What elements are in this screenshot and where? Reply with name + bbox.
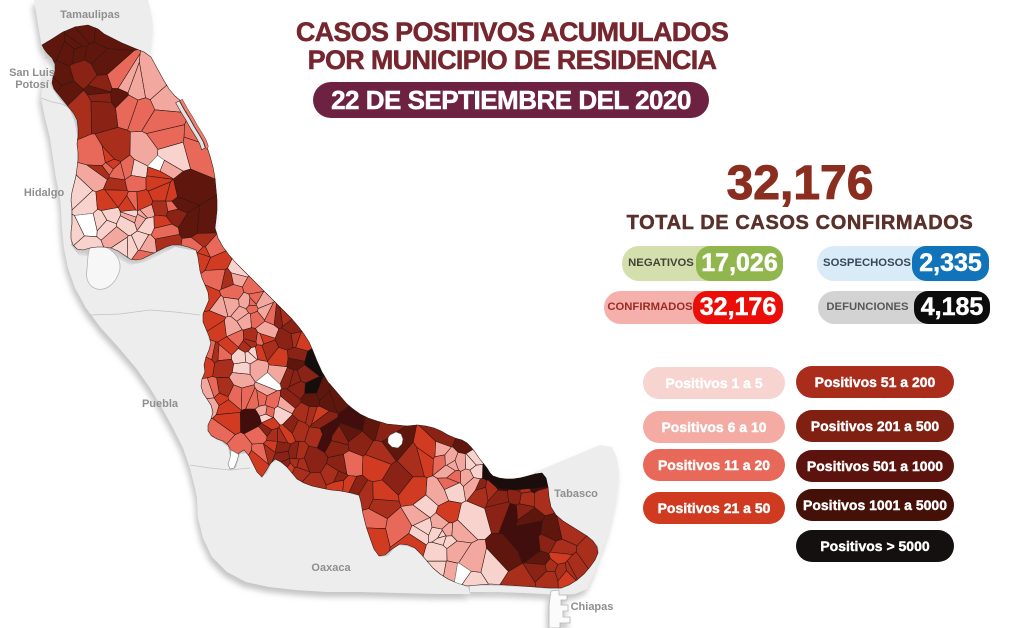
svg-text:San Luis: San Luis (9, 67, 55, 79)
svg-text:Chiapas: Chiapas (571, 601, 614, 613)
svg-text:Tabasco: Tabasco (554, 488, 598, 500)
svg-text:Oaxaca: Oaxaca (311, 562, 351, 574)
svg-text:Tamaulipas: Tamaulipas (60, 9, 120, 21)
svg-text:Hidalgo: Hidalgo (24, 187, 65, 199)
svg-text:Potosí: Potosí (15, 79, 50, 91)
svg-text:Puebla: Puebla (142, 398, 179, 410)
